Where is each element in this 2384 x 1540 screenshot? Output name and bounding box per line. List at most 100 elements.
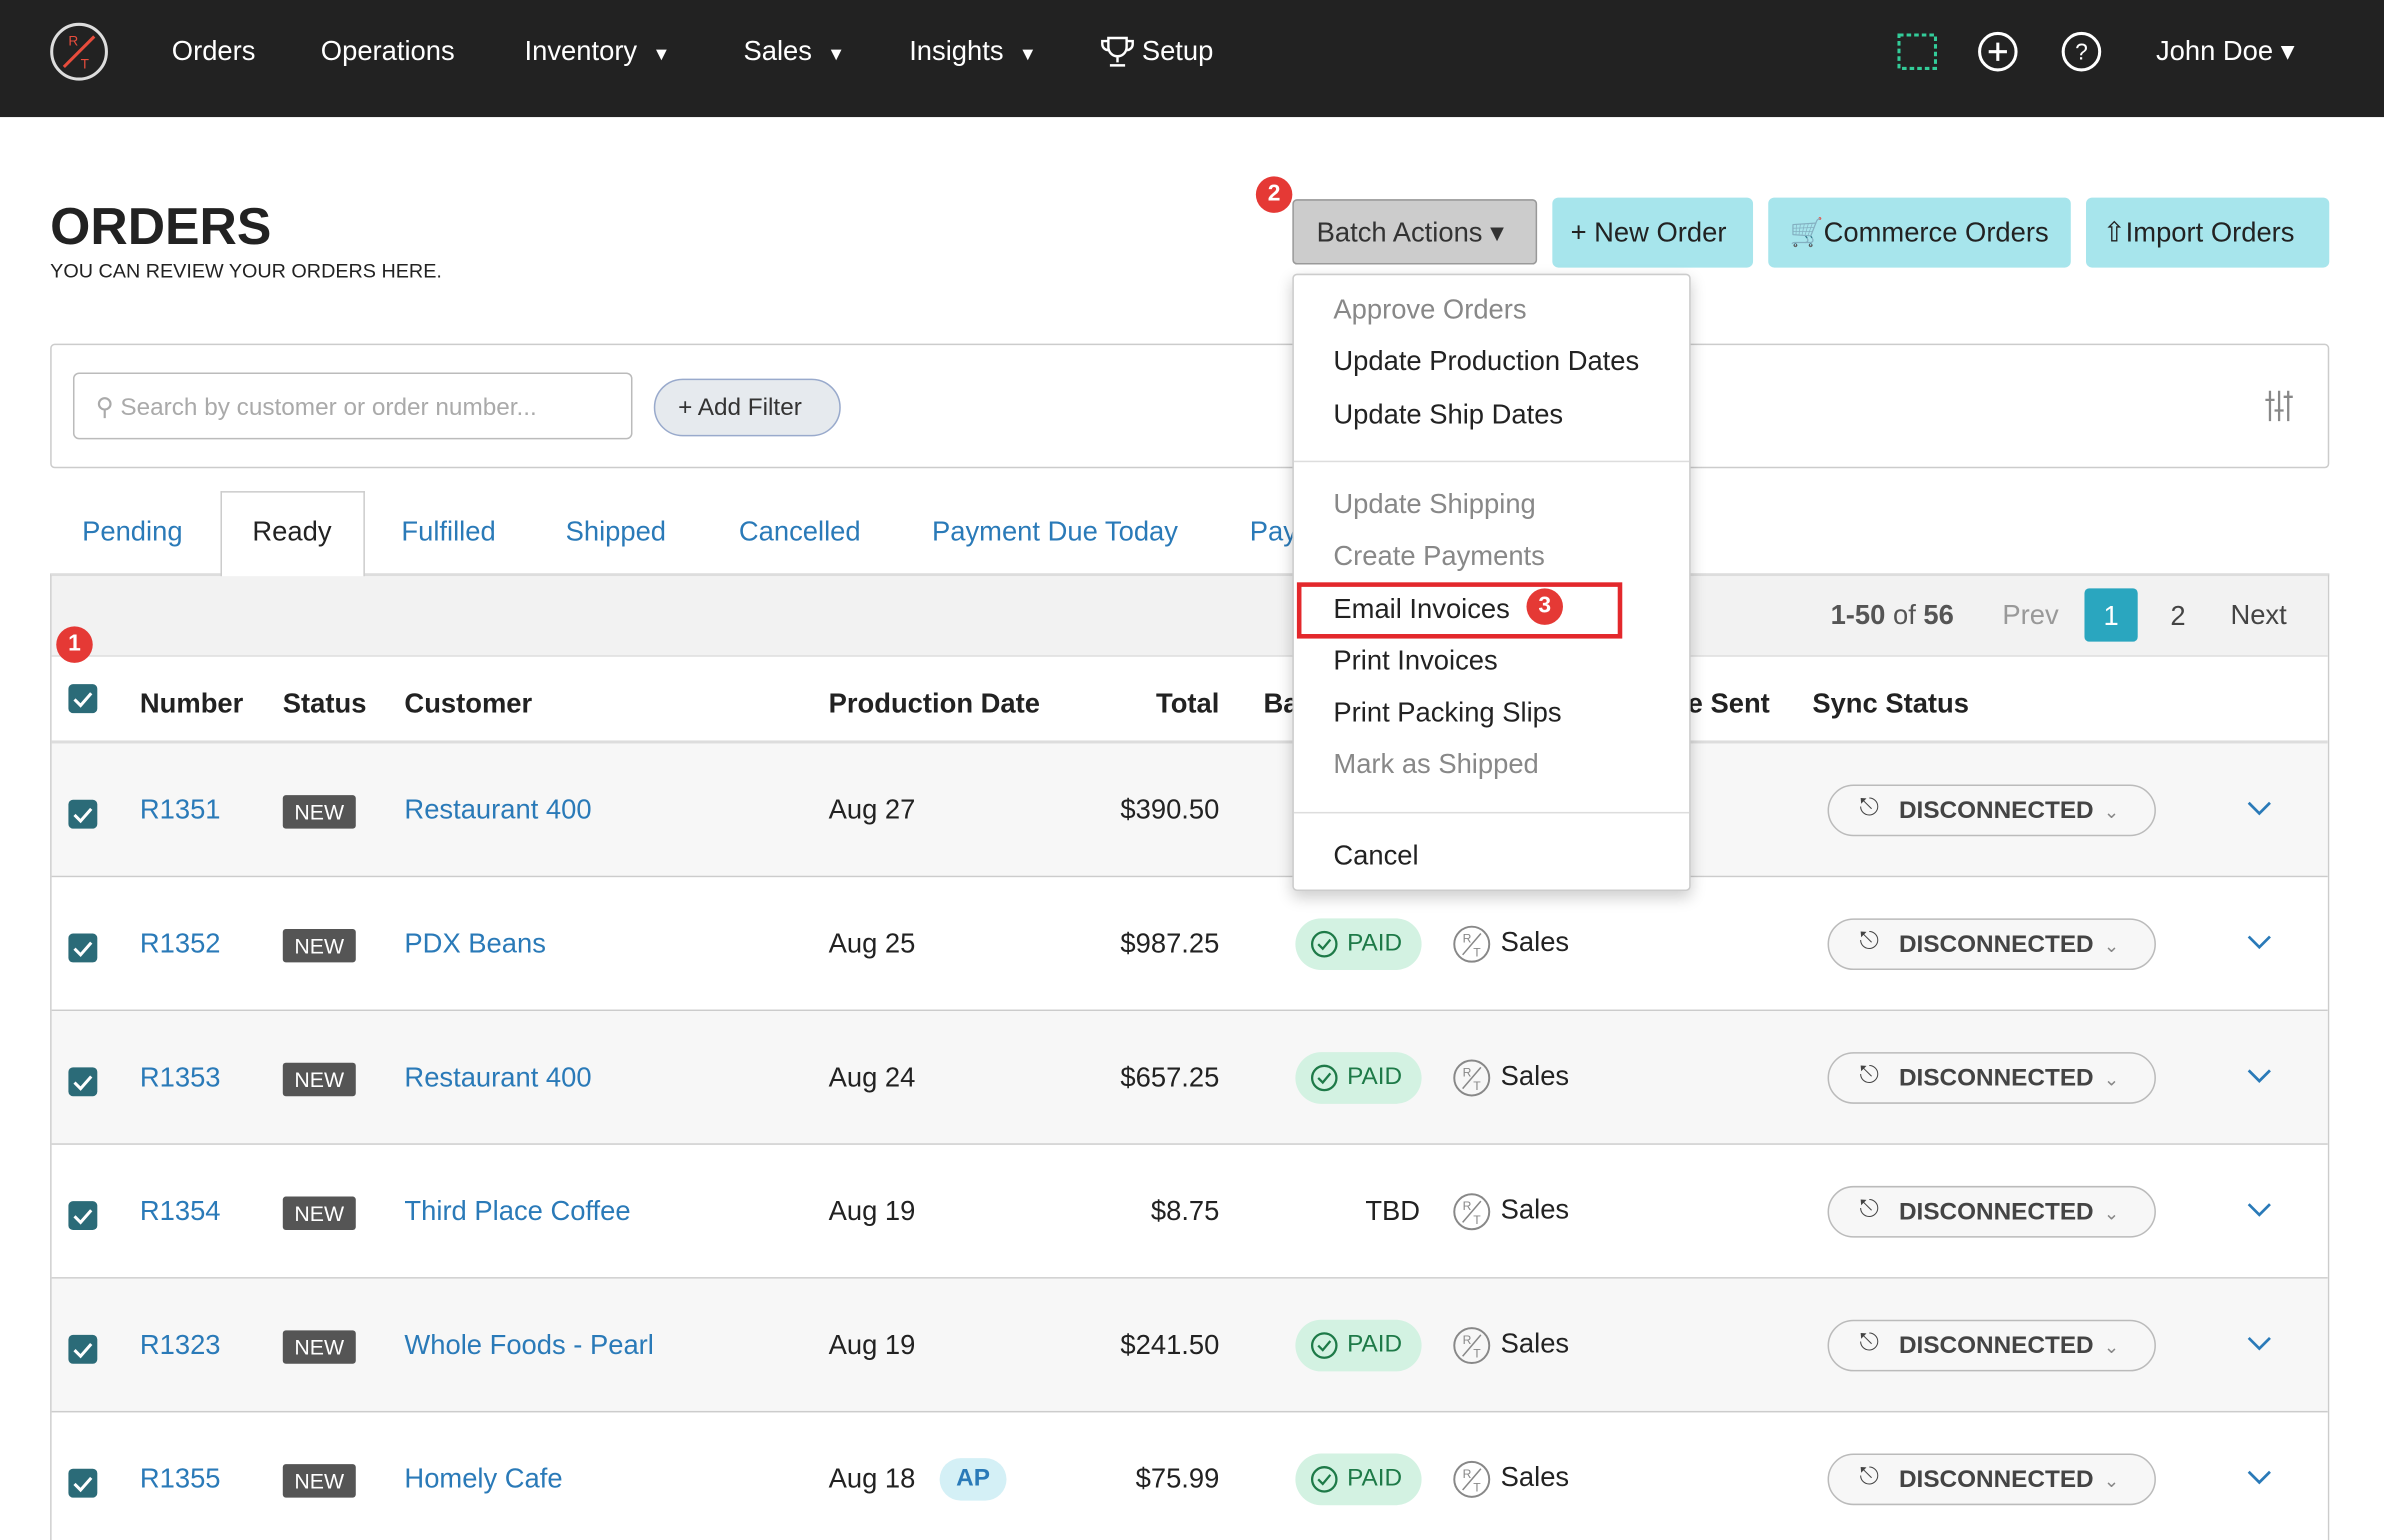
expand-chevron <box>2246 1200 2273 1218</box>
order-number[interactable]: R1355 <box>139 1463 221 1494</box>
commerce-orders-button[interactable]: 🛒Commerce Orders <box>1768 197 2071 268</box>
next-button[interactable]: Next <box>2230 599 2287 631</box>
nav-icons: ? <box>1897 31 2102 72</box>
checkbox[interactable] <box>68 1201 98 1231</box>
checkbox[interactable] <box>68 684 98 714</box>
customer[interactable]: Restaurant 400 <box>404 1062 592 1093</box>
customer[interactable]: Homely Cafe <box>404 1463 563 1494</box>
paid-badge: PAID <box>1295 1052 1422 1104</box>
expand-chevron <box>2246 798 2273 816</box>
status-badge: NEW <box>282 928 356 963</box>
svg-text:R: R <box>1463 1065 1472 1079</box>
svg-text:T: T <box>1473 1213 1481 1227</box>
menu-item: Mark as Shipped <box>1333 749 1539 780</box>
sync-status[interactable]: ⎋ DISCONNECTED ⌄ <box>1827 1052 2156 1104</box>
order-number[interactable]: R1354 <box>139 1195 221 1227</box>
navbar <box>0 0 2384 118</box>
checkbox[interactable] <box>68 1334 98 1364</box>
expand-chevron <box>2246 1066 2273 1084</box>
table-toolbar <box>51 576 2328 657</box>
customer[interactable]: Whole Foods - Pearl <box>404 1329 654 1361</box>
sync-status[interactable]: ⎋ DISCONNECTED ⌄ <box>1827 1319 2156 1372</box>
menu-item[interactable]: Email Invoices <box>1333 592 1510 624</box>
nav-item[interactable]: Sales ▼ <box>743 35 846 67</box>
search-input[interactable]: ⚲ Search by customer or order number... <box>72 372 633 440</box>
settings-icon[interactable] <box>2262 388 2295 424</box>
menu-item[interactable]: Print Invoices <box>1333 645 1498 676</box>
tab[interactable]: Shipped <box>565 516 667 547</box>
order-number[interactable]: R1323 <box>139 1329 221 1361</box>
order-number[interactable]: R1351 <box>139 794 221 825</box>
svg-text:T: T <box>1473 1347 1481 1361</box>
logo[interactable]: RT <box>49 21 110 82</box>
nav-item[interactable]: Inventory ▼ <box>524 35 671 67</box>
checkbox[interactable] <box>68 1468 98 1498</box>
tab[interactable]: Ready <box>252 516 332 547</box>
svg-text:R: R <box>1463 1467 1472 1481</box>
import-orders-button[interactable]: ⇧Import Orders <box>2085 197 2330 268</box>
rep: Sales <box>1500 1194 1570 1225</box>
user-name: John Doe <box>2155 35 2274 67</box>
tab[interactable]: Fulfilled <box>401 516 496 547</box>
user-menu[interactable]: John Doe ▾ <box>2155 35 2295 67</box>
batch-actions-button[interactable]: Batch Actions ▾ <box>1292 199 1538 265</box>
order-number[interactable]: R1352 <box>139 928 221 959</box>
menu-item[interactable]: Update Production Dates <box>1333 346 1640 377</box>
sync-status[interactable]: ⎋ DISCONNECTED ⌄ <box>1827 1185 2156 1238</box>
prev-button[interactable]: Prev <box>2002 599 2059 631</box>
trophy-icon <box>1099 33 1135 69</box>
pagination-summary: 1-50 of 56 <box>1831 600 1954 632</box>
tab[interactable]: Payment Due Today <box>932 516 1178 547</box>
production-date: Aug 18 <box>828 1463 916 1494</box>
customer[interactable]: Third Place Coffee <box>404 1195 631 1227</box>
new-order-button[interactable]: + New Order <box>1552 197 1754 268</box>
svg-text:R: R <box>1463 1333 1472 1347</box>
step-marker: 2 <box>1255 176 1293 213</box>
of: of <box>1892 599 1916 631</box>
menu-item[interactable]: Cancel <box>1333 839 1419 870</box>
page-button[interactable]: 2 <box>2170 600 2186 631</box>
customer[interactable]: PDX Beans <box>404 928 546 959</box>
total: $657.25 <box>1120 1062 1220 1093</box>
nav-item[interactable]: Operations <box>320 35 455 67</box>
table <box>50 573 2330 1540</box>
nav-item[interactable]: Orders <box>171 35 256 67</box>
tab[interactable]: Pending <box>82 516 183 547</box>
production-date: Aug 19 <box>828 1329 916 1361</box>
sync-status[interactable]: ⎋ DISCONNECTED ⌄ <box>1827 918 2156 971</box>
filter-bar <box>50 343 2330 469</box>
svg-text:?: ? <box>2075 38 2088 64</box>
add-filter-button[interactable]: + Add Filter <box>653 378 841 437</box>
button-label: Batch Actions <box>1316 217 1483 248</box>
nav-item[interactable]: Insights ▼ <box>909 35 1037 67</box>
order-number[interactable]: R1353 <box>139 1062 221 1093</box>
step-marker: 3 <box>1526 588 1563 625</box>
tab[interactable]: Pay <box>1249 516 1297 547</box>
production-date: Aug 24 <box>828 1062 916 1093</box>
production-date: Aug 27 <box>828 794 916 825</box>
checkbox[interactable] <box>68 1067 98 1097</box>
sync-status[interactable]: ⎋ DISCONNECTED ⌄ <box>1827 784 2156 837</box>
sync-status[interactable]: ⎋ DISCONNECTED ⌄ <box>1827 1453 2156 1506</box>
column-header: e Sent <box>1687 687 1770 719</box>
menu-item[interactable]: Update Ship Dates <box>1333 398 1564 429</box>
column-header: Number <box>139 687 244 719</box>
rep: Sales <box>1500 1461 1570 1493</box>
checkbox[interactable] <box>68 933 98 963</box>
nav-item[interactable]: Setup <box>1141 35 1214 67</box>
svg-text:R: R <box>1463 1199 1472 1213</box>
page-button[interactable]: 1 <box>2084 588 2138 642</box>
tab[interactable]: Cancelled <box>738 516 861 547</box>
expand-chevron <box>2246 932 2273 950</box>
menu-item[interactable]: Print Packing Slips <box>1333 697 1562 728</box>
checkbox[interactable] <box>68 799 98 829</box>
status-badge: NEW <box>282 795 356 829</box>
customer[interactable]: Restaurant 400 <box>404 794 592 825</box>
column-header: Sync Status <box>1812 687 1969 719</box>
